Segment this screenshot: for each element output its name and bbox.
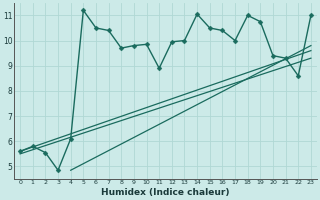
X-axis label: Humidex (Indice chaleur): Humidex (Indice chaleur) [101,188,230,197]
